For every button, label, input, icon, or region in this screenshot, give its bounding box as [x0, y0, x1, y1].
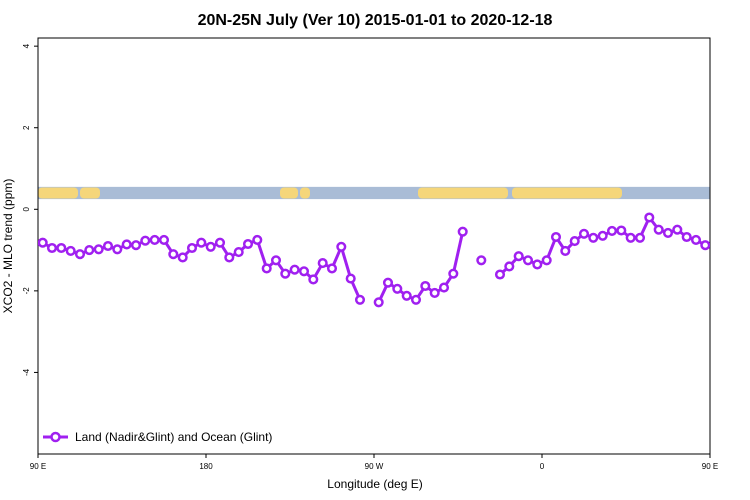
data-point — [214, 237, 226, 248]
data-point — [186, 242, 198, 254]
data-point — [382, 277, 394, 288]
map-land-2 — [280, 187, 298, 199]
data-point — [681, 231, 692, 243]
data-point — [504, 261, 515, 272]
data-point — [140, 235, 151, 246]
data-point — [354, 294, 366, 305]
y-tick-label: 2 — [22, 125, 31, 130]
data-point — [74, 249, 86, 260]
data-point — [690, 234, 702, 245]
series-line-segment — [377, 231, 465, 303]
data-point — [289, 264, 300, 275]
x-tick-label: 90 E — [30, 462, 46, 471]
data-point — [168, 249, 179, 260]
data-point — [149, 234, 160, 245]
data-point — [644, 212, 655, 223]
map-land-0 — [38, 187, 78, 199]
y-tick-label: -2 — [22, 287, 31, 295]
data-point — [410, 294, 422, 305]
y-axis-label: XCO2 - MLO trend (ppm) — [1, 179, 15, 314]
data-point — [494, 269, 506, 280]
data-point — [448, 268, 459, 279]
data-point — [560, 245, 571, 256]
x-tick-label: 90 W — [365, 462, 384, 471]
y-tick-label: -4 — [22, 368, 31, 376]
data-point — [317, 258, 328, 269]
legend-marker — [50, 431, 61, 443]
data-point — [270, 255, 282, 266]
data-point — [121, 239, 132, 250]
data-point — [616, 225, 627, 236]
y-axis: 4 2 0 -2 -4 — [22, 43, 38, 376]
data-point — [102, 240, 114, 252]
data-point — [345, 273, 356, 284]
x-tick-label: 90 E — [702, 462, 718, 471]
data-point — [326, 263, 338, 274]
data-point — [532, 259, 543, 270]
data-point — [569, 236, 580, 247]
data-point — [84, 245, 95, 256]
data-point — [634, 232, 646, 243]
data-point — [392, 283, 403, 294]
data-point — [205, 241, 216, 252]
x-axis-label: Longitude (deg E) — [327, 477, 422, 491]
data-point — [112, 244, 123, 255]
data-point — [550, 231, 562, 243]
data-point — [158, 234, 170, 245]
data-point — [606, 225, 618, 236]
data-point — [401, 290, 412, 301]
data-point — [252, 234, 263, 245]
data-point — [177, 252, 188, 263]
data-point — [93, 244, 104, 255]
data-point — [429, 287, 440, 298]
legend-entry-label: Land (Nadir&Glint) and Ocean (Glint) — [75, 430, 272, 444]
data-point — [196, 237, 207, 248]
data-point — [457, 226, 468, 237]
data-point — [541, 255, 552, 266]
data-point — [438, 282, 450, 293]
data-point — [46, 242, 58, 254]
data-point — [233, 247, 244, 258]
data-point — [662, 227, 674, 238]
data-point — [513, 251, 524, 262]
data-point — [130, 240, 142, 251]
data-point — [653, 224, 664, 235]
data-point — [261, 263, 272, 274]
data-point — [700, 240, 710, 251]
chart-title: 20N-25N July (Ver 10) 2015-01-01 to 2020… — [198, 12, 553, 29]
x-tick-label: 0 — [540, 462, 545, 471]
data-point — [420, 280, 431, 292]
data-point — [65, 245, 76, 256]
data-point — [242, 238, 254, 250]
data-point — [672, 224, 683, 235]
y-tick-label: 0 — [22, 207, 31, 212]
data-point — [373, 297, 384, 308]
data-point — [224, 252, 235, 263]
map-land-1 — [80, 187, 100, 199]
data-point — [336, 241, 347, 252]
data-point — [597, 230, 608, 241]
data-point — [38, 237, 48, 248]
map-land-5 — [512, 187, 622, 199]
map-land-4 — [418, 187, 508, 199]
data-point — [298, 266, 310, 277]
series-layer — [38, 212, 710, 308]
data-point — [56, 242, 67, 254]
data-point — [625, 232, 636, 243]
data-point — [476, 255, 487, 266]
data-point — [588, 232, 599, 243]
x-tick-label: 180 — [199, 462, 213, 471]
map-land-3 — [300, 187, 310, 199]
data-point — [578, 228, 590, 239]
data-point — [522, 255, 534, 266]
data-point — [308, 274, 319, 285]
x-axis: 90 E 180 90 W 0 90 E — [30, 454, 718, 471]
legend: Land (Nadir&Glint) and Ocean (Glint) — [43, 430, 272, 444]
world-map-band — [38, 186, 710, 200]
data-point — [280, 268, 291, 279]
y-tick-label: 4 — [22, 43, 31, 48]
